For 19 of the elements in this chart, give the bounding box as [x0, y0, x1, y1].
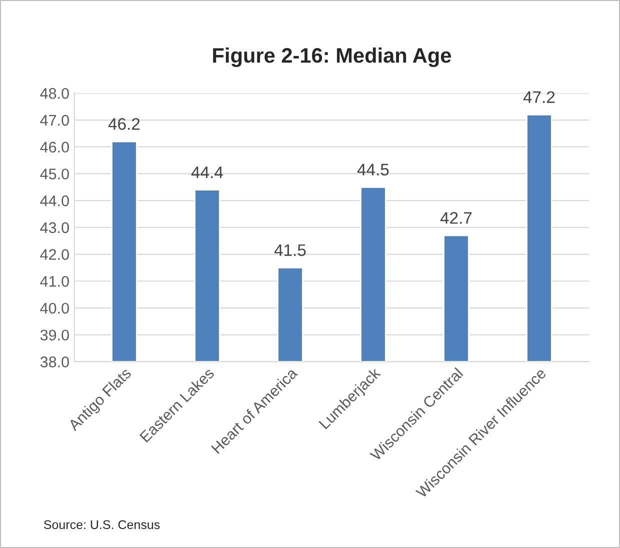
- data-label: 46.2: [108, 118, 140, 130]
- y-tick-label: 47.0: [40, 114, 69, 126]
- data-label: 44.4: [191, 166, 223, 178]
- data-label: 42.7: [440, 212, 472, 224]
- chart-title: Figure 2-16: Median Age: [213, 48, 451, 68]
- y-tick-label: 45.0: [40, 168, 69, 180]
- y-tick-label: 38.0: [40, 356, 69, 368]
- data-label: 41.5: [274, 244, 306, 256]
- source-note: Source: U.S. Census: [44, 520, 160, 530]
- y-tick-label: 46.0: [40, 142, 69, 153]
- y-tick-label: 42.0: [40, 249, 69, 260]
- data-label: 44.5: [357, 164, 389, 176]
- y-tick-label: 40.0: [40, 302, 69, 314]
- y-tick-label: 39.0: [40, 330, 69, 341]
- y-tick-label: 41.0: [40, 276, 69, 287]
- y-tick-label: 44.0: [40, 195, 69, 206]
- y-tick-label: 43.0: [40, 222, 69, 234]
- data-label: 47.2: [523, 91, 555, 103]
- y-tick-label: 48.0: [40, 88, 69, 99]
